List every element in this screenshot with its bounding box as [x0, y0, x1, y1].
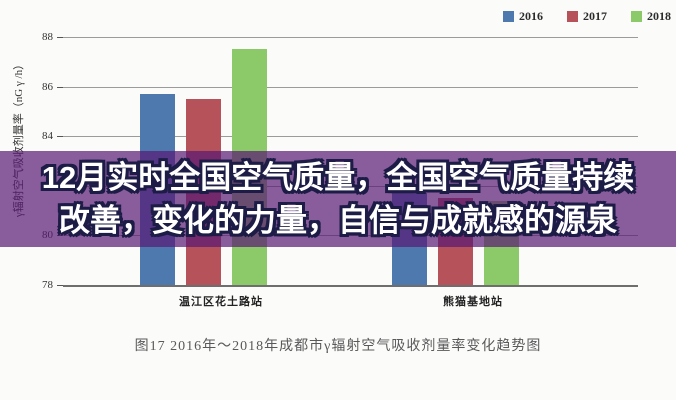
figure-caption: 图17 2016年～2018年成都市γ辐射空气吸收剂量率变化趋势图 [134, 339, 542, 354]
legend-swatch-icon [567, 11, 578, 22]
legend-label: 2018 [647, 9, 671, 23]
legend-swatch-icon [503, 11, 514, 22]
gridline [63, 87, 638, 88]
y-tick-mark [57, 136, 63, 137]
legend-label: 2017 [583, 9, 607, 23]
y-tick-label: 86 [42, 81, 53, 93]
headline-banner-overlay: 12月实时全国空气质量，全国空气质量持续 改善，变化的力量，自信与成就感的源泉 [0, 151, 676, 247]
x-axis-line [63, 285, 638, 287]
y-tick-label: 84 [42, 130, 53, 142]
banner-headline-line1: 12月实时全国空气质量，全国空气质量持续 [41, 160, 635, 195]
y-tick-mark [57, 285, 63, 286]
legend-label: 2016 [519, 9, 543, 23]
x-category-label: 熊猫基地站 [443, 296, 503, 308]
gridline [63, 37, 638, 38]
y-tick-label: 78 [42, 279, 53, 291]
legend-item-2016: 2016 [503, 9, 543, 24]
y-tick-label: 88 [42, 31, 53, 43]
legend-swatch-icon [631, 11, 642, 22]
y-tick-mark [57, 87, 63, 88]
x-category-label: 温江区花土路站 [179, 296, 263, 308]
legend-item-2018: 2018 [631, 9, 671, 24]
y-tick-mark [57, 37, 63, 38]
chart-legend: 2016 2017 2018 [503, 9, 671, 24]
gridline [63, 136, 638, 137]
banner-headline-line2: 改善，变化的力量，自信与成就感的源泉 [59, 203, 617, 238]
legend-item-2017: 2017 [567, 9, 607, 24]
